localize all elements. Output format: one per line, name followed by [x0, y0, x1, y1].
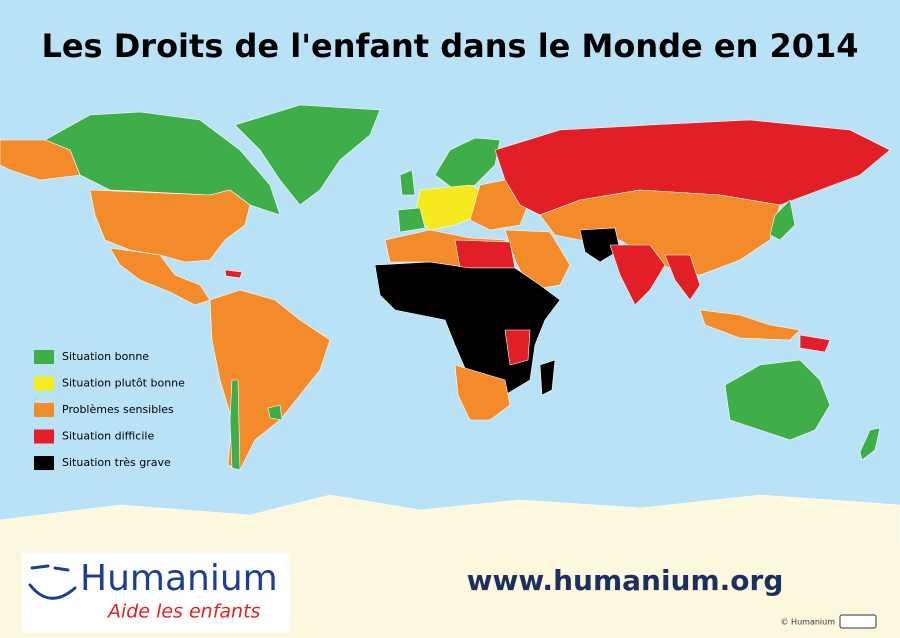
southeast-asia — [664, 254, 701, 301]
usa — [89, 189, 251, 263]
copyright: © Humanium — [781, 618, 836, 627]
papua — [799, 334, 831, 353]
greenland — [234, 104, 381, 206]
india — [609, 244, 666, 306]
world-map — [0, 104, 900, 546]
asia — [539, 189, 781, 276]
afghanistan-pakistan — [579, 227, 621, 263]
libya-egypt — [454, 239, 516, 269]
uruguay — [267, 404, 283, 421]
east-africa — [504, 329, 531, 366]
legend-label: Situation très grave — [62, 456, 171, 469]
southern-africa — [454, 364, 511, 421]
middle-east — [504, 229, 571, 291]
legend-swatch — [34, 376, 54, 391]
alaska — [0, 139, 81, 181]
logo-eye — [53, 566, 70, 572]
legend-label: Situation bonne — [62, 350, 149, 363]
logo-eye — [30, 564, 50, 570]
chile — [229, 379, 241, 471]
new-zealand — [859, 427, 881, 461]
logo-icon — [28, 564, 77, 600]
russia — [494, 119, 891, 216]
mexico — [109, 247, 211, 306]
canada — [44, 111, 281, 216]
website-url: www.humanium.org — [467, 564, 784, 597]
logo-name: Humanium — [80, 558, 278, 599]
legend-label: Situation difficile — [62, 430, 154, 443]
madagascar — [539, 359, 556, 396]
indonesia — [699, 309, 801, 341]
iberia — [397, 207, 426, 233]
legend: Situation bonne Situation plutôt bonne Pro… — [34, 350, 185, 470]
legend-swatch — [34, 403, 54, 417]
cc-badge — [839, 614, 877, 629]
logo-tagline: Aide les enfants — [106, 601, 261, 623]
australia — [724, 359, 831, 441]
south-america — [209, 289, 331, 471]
logo-smile — [28, 583, 77, 600]
legend-label: Problèmes sensibles — [62, 403, 174, 416]
caribbean — [224, 269, 243, 279]
legend-swatch — [34, 350, 54, 364]
legend-swatch — [34, 456, 54, 470]
legend-label: Situation plutôt bonne — [62, 377, 185, 390]
legend-swatch — [34, 429, 54, 444]
uk — [399, 169, 416, 196]
japan — [769, 199, 796, 241]
title: Les Droits de l'enfant dans le Monde en … — [41, 27, 858, 65]
